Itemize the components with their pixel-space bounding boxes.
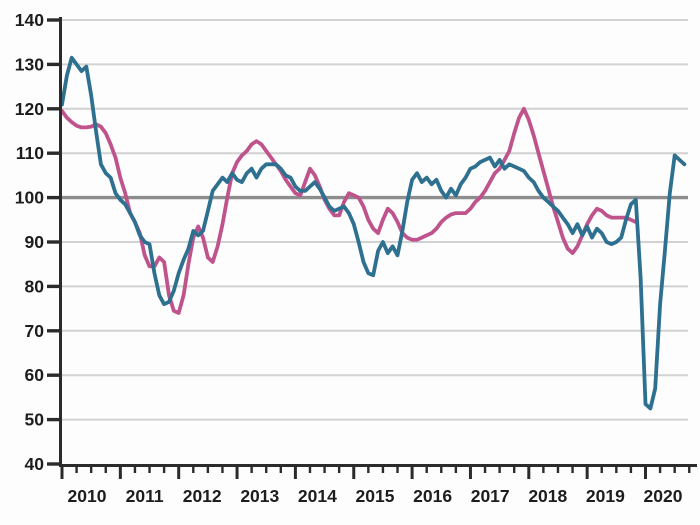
x-year-label: 2019 [586, 486, 625, 506]
y-tick-label: 120 [15, 99, 44, 119]
y-tick-label: 60 [25, 365, 45, 385]
series-line-indicator-pink [60, 106, 638, 315]
y-tick-label: 80 [25, 276, 45, 296]
y-tick-label: 70 [25, 321, 45, 341]
x-year-label: 2011 [126, 486, 164, 506]
x-year-label: 2012 [183, 486, 222, 506]
x-year-label: 2014 [298, 486, 337, 506]
y-tick-label: 100 [15, 188, 44, 208]
x-year-label: 2010 [68, 486, 107, 506]
series-line-indicator-teal [60, 55, 687, 411]
y-tick-label: 50 [25, 410, 45, 430]
x-year-label: 2016 [413, 486, 452, 506]
x-year-label: 2013 [240, 486, 279, 506]
x-year-label: 2015 [356, 486, 395, 506]
y-tick-label: 130 [15, 54, 44, 74]
y-tick-label: 90 [25, 232, 45, 252]
x-year-label: 2018 [528, 486, 567, 506]
y-tick-label: 140 [15, 10, 44, 30]
y-tick-label: 110 [16, 143, 44, 163]
x-year-label: 2020 [644, 486, 683, 506]
y-tick-label: 40 [25, 454, 45, 474]
x-year-label: 2017 [471, 486, 510, 506]
